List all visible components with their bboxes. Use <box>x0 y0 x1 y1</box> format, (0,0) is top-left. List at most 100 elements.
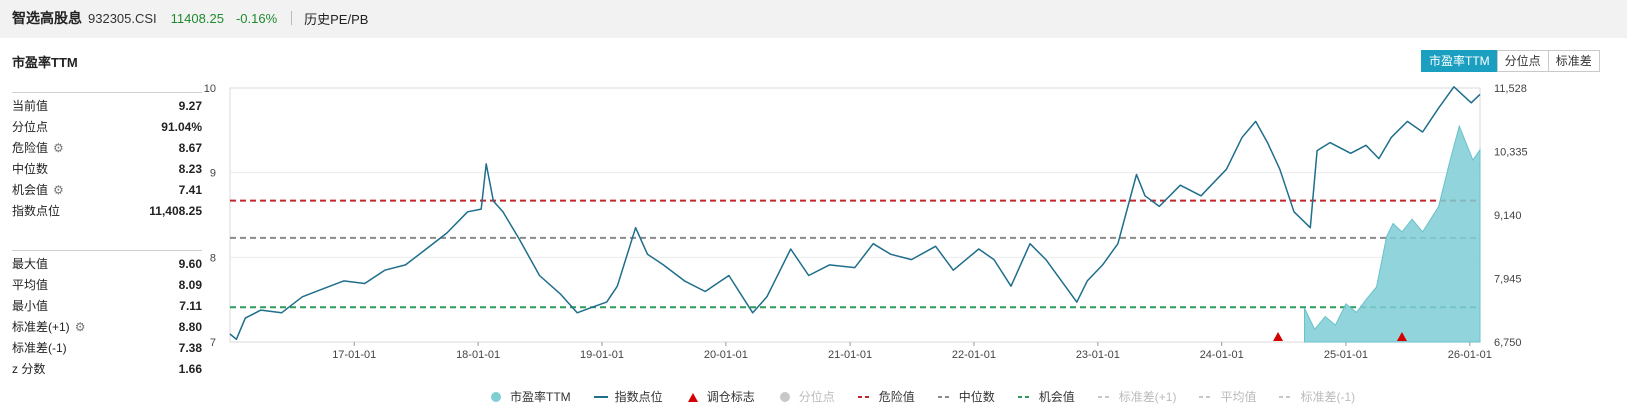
legend-label: 分位点 <box>798 390 835 404</box>
stat-row: 机会值 ⚙ 7.41 <box>12 179 202 200</box>
x-tick: 22-01-01 <box>952 349 996 361</box>
stat-label: 平均值 <box>12 276 48 293</box>
legend-item[interactable]: 危险值 <box>857 388 915 405</box>
stat-row: 当前值 9.27 <box>12 95 202 116</box>
stat-label: 危险值 ⚙ <box>12 139 64 156</box>
legend-dash-icon <box>1279 395 1294 398</box>
stat-value: 91.04% <box>161 119 202 134</box>
legend-label: 指数点位 <box>614 390 663 404</box>
stat-row: 指数点位 11,408.25 <box>12 200 202 221</box>
legend-item[interactable]: 机会值 <box>1017 388 1075 405</box>
index-line <box>229 86 1481 341</box>
plot-frame <box>229 87 1481 343</box>
stat-label-text: 标准差(-1) <box>12 341 67 355</box>
stat-label: 当前值 <box>12 97 48 114</box>
legend-circle-icon <box>491 391 501 402</box>
rebalance-marker <box>1273 332 1284 341</box>
stat-label-text: 标准差(+1) <box>12 320 70 334</box>
stat-label-text: 分位点 <box>12 120 49 134</box>
x-tick: 23-01-01 <box>1076 349 1120 361</box>
legend-item[interactable]: 平均值 <box>1198 388 1256 405</box>
stat-label: 机会值 ⚙ <box>12 181 64 198</box>
rebalance-marker <box>1396 332 1407 341</box>
stat-label-text: 平均值 <box>12 278 49 292</box>
stat-row: 标准差(+1) ⚙ 8.80 <box>12 316 202 337</box>
stat-label: 标准差(+1) ⚙ <box>12 318 85 335</box>
stat-label-text: 最小值 <box>12 299 49 313</box>
stat-value: 7.38 <box>178 340 202 355</box>
stat-label-text: 指数点位 <box>12 204 61 218</box>
tab-percentile[interactable]: 分位点 <box>1496 50 1549 72</box>
stat-label-text: 当前值 <box>12 99 49 113</box>
y-tick-right: 9,140 <box>1494 210 1522 222</box>
tab-pe-ttm[interactable]: 市盈率TTM <box>1421 50 1498 72</box>
history-pe-pb-link[interactable]: 历史PE/PB <box>304 11 369 27</box>
metric-tabs: 市盈率TTM 分位点 标准差 <box>1421 50 1600 72</box>
stat-label: 最小值 <box>12 297 48 314</box>
y-tick-left: 9 <box>210 168 216 180</box>
stat-row: z 分数 1.66 <box>12 358 202 379</box>
y-tick-right: 10,335 <box>1494 146 1528 158</box>
stat-label: z 分数 <box>12 360 45 377</box>
stat-value: 11,408.25 <box>149 203 202 218</box>
legend-item[interactable]: 调仓标志 <box>685 388 755 405</box>
legend-dash-icon <box>937 395 952 398</box>
x-tick: 17-01-01 <box>332 349 376 361</box>
stats-current: 当前值 9.27 分位点 91.04% 危险值 ⚙ 8.67 中位数 8.23 机会值 ⚙ 7.41 指… <box>12 92 202 221</box>
x-tick: 20-01-01 <box>704 349 748 361</box>
index-name: 智选高股息 <box>12 10 82 26</box>
stat-row: 危险值 ⚙ 8.67 <box>12 137 202 158</box>
legend-item[interactable]: 标准差(+1) <box>1097 388 1177 405</box>
y-tick-right: 6,750 <box>1494 337 1522 349</box>
legend-item[interactable]: 中位数 <box>937 388 995 405</box>
stat-value: 9.60 <box>178 256 202 271</box>
pe-area <box>1304 124 1481 343</box>
gear-icon[interactable]: ⚙ <box>53 140 64 155</box>
legend-item[interactable]: 标准差(-1) <box>1278 388 1355 405</box>
stat-row: 中位数 8.23 <box>12 158 202 179</box>
y-tick-right: 7,945 <box>1494 273 1522 285</box>
stat-value: 7.11 <box>179 298 202 313</box>
legend-label: 平均值 <box>1220 390 1257 404</box>
stat-value: 8.23 <box>178 161 202 176</box>
index-price: 11408.25 <box>170 10 224 26</box>
stat-value: 7.41 <box>178 182 202 197</box>
legend-triangle-icon <box>687 392 698 402</box>
y-tick-right: 11,528 <box>1494 83 1527 95</box>
stats-summary: 最大值 9.60 平均值 8.09 最小值 7.11 标准差(+1) ⚙ 8.80 标准差(-1)… <box>12 250 202 379</box>
stat-label: 标准差(-1) <box>12 339 67 356</box>
gear-icon[interactable]: ⚙ <box>74 319 86 334</box>
tab-std-dev[interactable]: 标准差 <box>1547 50 1600 72</box>
legend-label: 机会值 <box>1038 390 1075 404</box>
chart-legend: 市盈率TTM 指数点位 调仓标志 分位点 危险值 中位数 机会值 标准差(+1) 平均值 标准差(… <box>488 388 1377 405</box>
stat-label: 分位点 <box>12 118 48 135</box>
stat-value: 9.27 <box>178 98 202 113</box>
stat-label-text: 危险值 <box>12 141 49 155</box>
legend-label: 危险值 <box>878 390 915 404</box>
legend-dash-icon <box>857 395 872 398</box>
legend-circle-icon <box>779 391 790 402</box>
legend-item[interactable]: 分位点 <box>777 388 835 405</box>
divider <box>291 11 293 25</box>
legend-label: 中位数 <box>958 390 995 404</box>
x-tick: 26-01-01 <box>1448 349 1492 361</box>
x-tick: 19-01-01 <box>580 349 624 361</box>
x-tick: 25-01-01 <box>1324 349 1368 361</box>
legend-item[interactable]: 市盈率TTM <box>488 388 571 405</box>
legend-label: 市盈率TTM <box>510 390 571 404</box>
chart-panel: 市盈率TTM <box>0 38 1627 420</box>
stat-label: 最大值 <box>12 255 48 272</box>
legend-item[interactable]: 指数点位 <box>593 388 663 405</box>
y-tick-left: 10 <box>204 83 216 95</box>
legend-dash-icon <box>1017 395 1032 398</box>
legend-line-icon <box>593 395 608 398</box>
stat-label: 中位数 <box>12 160 48 177</box>
stat-row: 平均值 8.09 <box>12 274 202 295</box>
x-tick: 21-01-01 <box>828 349 872 361</box>
top-bar: 智选高股息 932305.CSI 11408.25 -0.16% 历史PE/PB <box>0 0 1627 36</box>
stat-row: 分位点 91.04% <box>12 116 202 137</box>
index-code: 932305.CSI <box>88 10 157 26</box>
gear-icon[interactable]: ⚙ <box>53 182 64 197</box>
legend-label: 标准差(+1) <box>1118 390 1177 404</box>
